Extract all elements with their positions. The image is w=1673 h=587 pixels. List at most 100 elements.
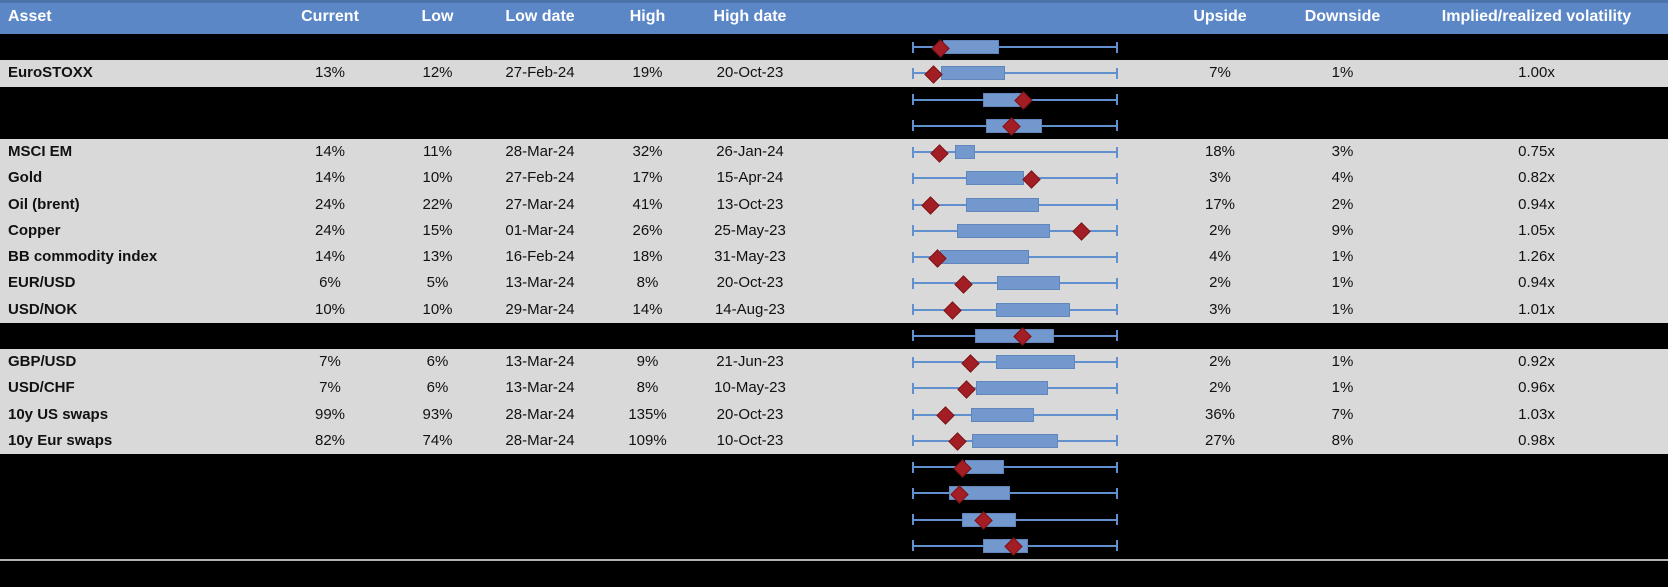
high-cell: 8% bbox=[636, 379, 659, 397]
whisker-line bbox=[913, 72, 1117, 75]
whisker-cap-left bbox=[912, 409, 914, 421]
asset-cell: GBP/USD bbox=[8, 353, 77, 370]
asset-cell: USD/CHF bbox=[8, 379, 75, 397]
asset-cell bbox=[0, 113, 270, 139]
interquartile-box bbox=[976, 381, 1048, 396]
high-date-cell: 15-Apr-24 bbox=[716, 169, 784, 187]
high-cell: 32% bbox=[632, 143, 663, 160]
high-date-cell: 10-Oct-23 bbox=[716, 431, 784, 449]
range-boxplot bbox=[800, 113, 1160, 139]
current-cell bbox=[270, 480, 390, 506]
current-marker-diamond-icon bbox=[1021, 170, 1041, 189]
downside-cell bbox=[1280, 113, 1405, 139]
whisker-cap-right bbox=[1116, 540, 1118, 552]
table-row: USD/CHF 7% 6% 13-Mar-24 8% 10-May-23 2% 1% 0.96x bbox=[0, 375, 1668, 402]
low-date-cell: 27-Feb-24 bbox=[505, 169, 575, 187]
whisker-cap-right bbox=[1116, 356, 1118, 368]
interquartile-box bbox=[939, 250, 1029, 265]
low-cell bbox=[390, 480, 485, 506]
redacted-row bbox=[0, 112, 1668, 139]
range-boxplot bbox=[800, 60, 1160, 86]
range-boxplot bbox=[800, 480, 1160, 506]
current-marker-diamond-icon bbox=[961, 353, 980, 373]
asset-cell: USD/NOK bbox=[8, 300, 78, 318]
current-cell: 99% bbox=[314, 405, 346, 423]
low-cell: 93% bbox=[422, 405, 453, 423]
low-date-cell bbox=[485, 87, 595, 113]
current-cell bbox=[270, 113, 390, 139]
low-date-cell bbox=[485, 533, 595, 559]
implied-realized-cell: 0.92x bbox=[1518, 353, 1555, 370]
high-cell bbox=[595, 113, 700, 139]
current-cell bbox=[270, 323, 390, 349]
high-cell: 8% bbox=[636, 274, 659, 292]
upside-cell bbox=[1160, 480, 1280, 506]
low-date-cell bbox=[485, 454, 595, 480]
asset-cell: BB commodity index bbox=[8, 248, 158, 265]
whisker-cap-left bbox=[912, 540, 914, 552]
implied-realized-cell: 1.03x bbox=[1518, 405, 1555, 423]
column-header-low-date: Low date bbox=[505, 8, 575, 25]
current-cell: 14% bbox=[314, 143, 346, 160]
high-cell: 109% bbox=[628, 431, 667, 449]
redacted-row bbox=[0, 532, 1668, 559]
whisker-cap-left bbox=[912, 514, 914, 526]
range-boxplot bbox=[800, 244, 1160, 270]
asset-cell: Copper bbox=[8, 221, 61, 239]
whisker-cap-left bbox=[912, 435, 914, 447]
low-cell: 5% bbox=[426, 274, 449, 292]
high-date-cell bbox=[700, 507, 800, 533]
range-boxplot bbox=[800, 349, 1160, 375]
range-boxplot bbox=[800, 454, 1160, 480]
upside-cell bbox=[1160, 34, 1280, 60]
column-header-implied-realized: Implied/realized volatility bbox=[1441, 8, 1632, 25]
current-cell: 6% bbox=[319, 274, 341, 292]
interquartile-box bbox=[995, 355, 1076, 370]
interquartile-box bbox=[955, 145, 976, 160]
downside-cell: 1% bbox=[1331, 353, 1354, 370]
low-date-cell: 16-Feb-24 bbox=[505, 248, 575, 265]
whisker-cap-left bbox=[912, 277, 914, 289]
range-boxplot bbox=[800, 375, 1160, 401]
whisker-cap-left bbox=[912, 225, 914, 237]
table-row: EuroSTOXX 13% 12% 27-Feb-24 19% 20-Oct-23 7% 1%… bbox=[0, 60, 1668, 87]
whisker-cap-right bbox=[1116, 277, 1118, 289]
low-cell: 10% bbox=[422, 169, 453, 187]
interquartile-box bbox=[997, 276, 1061, 291]
low-cell: 6% bbox=[426, 353, 449, 370]
asset-cell: 10y Eur swaps bbox=[8, 431, 113, 449]
current-cell: 10% bbox=[314, 300, 346, 318]
whisker-cap-right bbox=[1116, 304, 1118, 316]
high-date-cell: 31-May-23 bbox=[714, 248, 786, 265]
low-date-cell: 01-Mar-24 bbox=[505, 221, 575, 239]
low-date-cell: 27-Mar-24 bbox=[505, 195, 575, 213]
upside-cell: 18% bbox=[1204, 143, 1236, 160]
high-cell: 135% bbox=[628, 405, 667, 423]
range-boxplot bbox=[800, 402, 1160, 428]
high-date-cell: 20-Oct-23 bbox=[716, 405, 784, 423]
high-cell: 17% bbox=[632, 169, 663, 187]
downside-cell bbox=[1280, 323, 1405, 349]
low-cell bbox=[390, 323, 485, 349]
range-boxplot bbox=[800, 192, 1160, 218]
table-row: BB commodity index 14% 13% 16-Feb-24 18% 31-M… bbox=[0, 244, 1668, 271]
high-date-cell bbox=[700, 480, 800, 506]
upside-cell: 36% bbox=[1204, 405, 1236, 423]
range-boxplot bbox=[800, 270, 1160, 296]
table-row: GBP/USD 7% 6% 13-Mar-24 9% 21-Jun-23 2% 1% 0.92x bbox=[0, 349, 1668, 376]
high-cell: 9% bbox=[636, 353, 659, 370]
low-date-cell: 13-Mar-24 bbox=[505, 353, 575, 370]
interquartile-box bbox=[966, 197, 1039, 212]
interquartile-box bbox=[970, 407, 1035, 422]
low-date-cell: 28-Mar-24 bbox=[505, 143, 575, 160]
current-cell: 24% bbox=[314, 195, 346, 213]
current-cell: 82% bbox=[314, 431, 346, 449]
asset-cell bbox=[0, 454, 270, 480]
high-cell bbox=[595, 454, 700, 480]
whisker-line bbox=[913, 466, 1117, 469]
whisker-cap-left bbox=[912, 487, 914, 499]
downside-cell: 1% bbox=[1331, 379, 1354, 397]
column-header-downside: Downside bbox=[1304, 8, 1381, 25]
high-date-cell bbox=[700, 34, 800, 60]
downside-cell bbox=[1280, 480, 1405, 506]
